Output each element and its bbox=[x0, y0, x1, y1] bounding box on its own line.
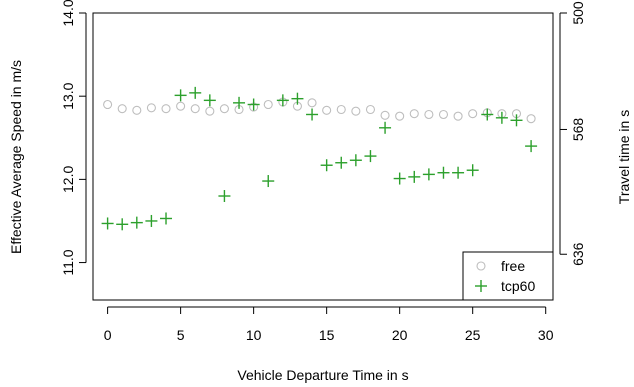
legend-marker-free bbox=[476, 261, 486, 271]
data-point-tcp60 bbox=[525, 140, 538, 153]
data-point-tcp60 bbox=[495, 111, 508, 124]
x-axis-label: Vehicle Departure Time in s bbox=[237, 367, 408, 383]
data-point-free bbox=[438, 109, 449, 120]
y-tick-label: 14.0 bbox=[60, 0, 76, 27]
data-point-tcp60 bbox=[335, 156, 348, 169]
data-point-tcp60 bbox=[203, 94, 216, 107]
x-tick-label: 25 bbox=[465, 327, 481, 343]
data-point-free bbox=[380, 110, 390, 120]
plot-frame bbox=[92, 12, 554, 301]
data-point-tcp60 bbox=[247, 98, 260, 111]
legend-label-free: free bbox=[501, 258, 525, 274]
data-point-tcp60 bbox=[349, 154, 362, 167]
data-point-tcp60 bbox=[174, 89, 187, 102]
data-point-tcp60 bbox=[218, 190, 231, 203]
data-point-free bbox=[263, 99, 273, 110]
y-axis-left: 11.0 12.0 13.0 14.0 bbox=[60, 0, 87, 276]
x-tick-label: 30 bbox=[538, 327, 554, 343]
data-point-tcp60 bbox=[408, 170, 421, 183]
data-point-free bbox=[322, 105, 332, 115]
data-point-free bbox=[132, 105, 142, 115]
data-point-free bbox=[190, 104, 200, 114]
y2-tick-label: 568 bbox=[570, 118, 586, 142]
data-point-free bbox=[307, 98, 317, 108]
data-point-tcp60 bbox=[320, 159, 333, 172]
data-point-tcp60 bbox=[116, 218, 129, 231]
legend-label-tcp60: tcp60 bbox=[501, 278, 535, 294]
y-axis-label: Effective Average Speed in m/s bbox=[8, 60, 24, 254]
data-point-free bbox=[103, 99, 113, 110]
data-point-free bbox=[336, 104, 346, 115]
data-point-free bbox=[424, 109, 434, 120]
data-points bbox=[101, 86, 538, 231]
data-point-tcp60 bbox=[189, 86, 202, 99]
y-axis-right: 500 568 636 bbox=[559, 1, 586, 266]
data-point-free bbox=[453, 111, 463, 121]
legend: free tcp60 bbox=[462, 251, 554, 301]
data-point-tcp60 bbox=[276, 94, 289, 107]
y2-tick-label: 500 bbox=[570, 1, 586, 25]
data-point-free bbox=[176, 101, 186, 111]
data-point-free bbox=[409, 109, 419, 119]
data-point-tcp60 bbox=[393, 172, 406, 185]
y-tick-label: 13.0 bbox=[60, 82, 76, 109]
data-point-tcp60 bbox=[101, 217, 114, 230]
x-tick-label: 15 bbox=[319, 327, 335, 343]
data-point-tcp60 bbox=[481, 108, 494, 121]
data-point-tcp60 bbox=[160, 212, 173, 225]
data-point-free bbox=[395, 111, 405, 121]
x-tick-label: 20 bbox=[392, 327, 408, 343]
data-point-tcp60 bbox=[291, 92, 304, 105]
data-point-tcp60 bbox=[130, 216, 143, 229]
data-point-free bbox=[161, 104, 171, 114]
data-point-free bbox=[205, 106, 215, 116]
data-point-free bbox=[117, 104, 127, 114]
data-point-tcp60 bbox=[437, 166, 450, 179]
y-tick-label: 12.0 bbox=[60, 166, 76, 193]
legend-box bbox=[462, 251, 554, 301]
y-tick-label: 11.0 bbox=[60, 249, 76, 275]
data-point-free bbox=[365, 104, 376, 115]
data-point-tcp60 bbox=[145, 214, 158, 227]
series-free bbox=[103, 97, 536, 124]
data-point-tcp60 bbox=[306, 108, 319, 121]
legend-marker-tcp60 bbox=[475, 280, 487, 292]
x-axis: 0 5 10 15 20 25 30 bbox=[104, 306, 554, 343]
y2-tick-label: 636 bbox=[570, 242, 586, 266]
data-point-free bbox=[146, 103, 156, 113]
data-point-free bbox=[526, 114, 536, 124]
x-tick-label: 10 bbox=[246, 327, 262, 343]
data-point-tcp60 bbox=[379, 121, 392, 134]
x-tick-label: 5 bbox=[177, 327, 185, 343]
x-tick-label: 0 bbox=[104, 327, 112, 343]
data-point-free bbox=[351, 106, 361, 116]
data-point-tcp60 bbox=[452, 166, 465, 179]
data-point-tcp60 bbox=[510, 114, 523, 127]
y2-axis-label: Travel time in s bbox=[616, 110, 632, 204]
data-point-tcp60 bbox=[422, 168, 435, 181]
data-point-tcp60 bbox=[364, 150, 377, 163]
data-point-free bbox=[468, 109, 478, 119]
data-point-free bbox=[219, 104, 229, 114]
data-point-tcp60 bbox=[262, 175, 275, 188]
data-point-tcp60 bbox=[233, 96, 246, 109]
data-point-tcp60 bbox=[466, 164, 479, 177]
series-tcp60 bbox=[101, 86, 538, 231]
